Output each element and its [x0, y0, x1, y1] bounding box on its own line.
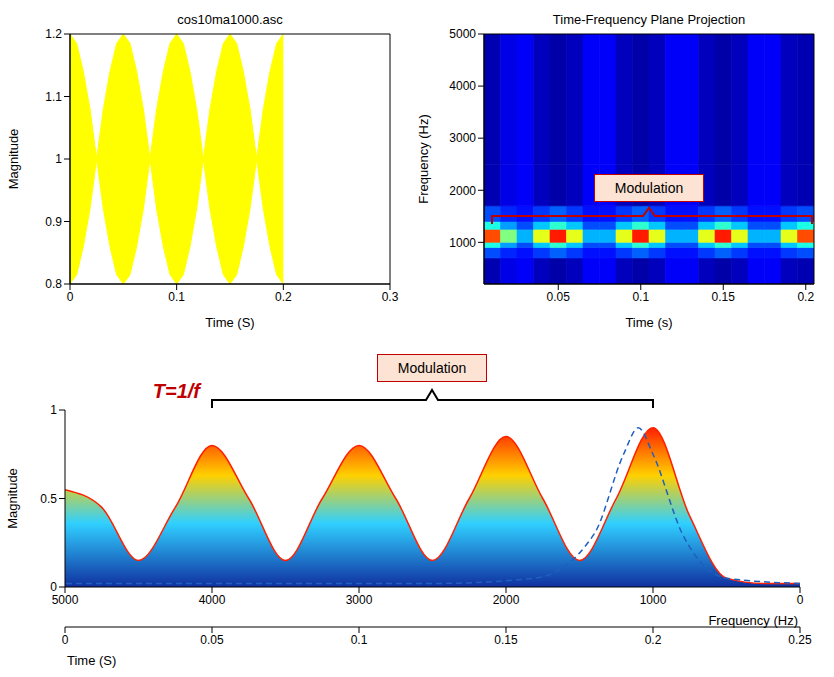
svg-text:T=1/f: T=1/f	[153, 380, 203, 402]
svg-text:3000: 3000	[449, 131, 476, 145]
svg-text:0.1: 0.1	[168, 290, 185, 304]
svg-text:0.2: 0.2	[645, 633, 662, 647]
svg-text:1: 1	[50, 403, 57, 417]
svg-text:Magnitude: Magnitude	[5, 468, 20, 529]
svg-text:0.15: 0.15	[712, 290, 736, 304]
svg-text:0.1: 0.1	[632, 290, 649, 304]
svg-text:1.1: 1.1	[45, 90, 62, 104]
html-text:Modulation: Modulation	[614, 180, 684, 196]
svg-text:0.15: 0.15	[494, 633, 518, 647]
svg-text:0.25: 0.25	[788, 633, 812, 647]
svg-text:Time (s): Time (s)	[625, 315, 672, 330]
svg-text:0.8: 0.8	[45, 277, 62, 291]
html-text:Time-Frequency Plane Projectio: Time-Frequency Plane Projection	[552, 12, 746, 27]
svg-text:0.1: 0.1	[351, 633, 368, 647]
svg-text:4000: 4000	[449, 79, 476, 93]
svg-text:0.2: 0.2	[275, 290, 292, 304]
svg-text:Frequency (Hz): Frequency (Hz)	[416, 114, 431, 204]
svg-text:0: 0	[797, 593, 804, 607]
svg-text:5000: 5000	[52, 593, 79, 607]
svg-text:1000: 1000	[449, 236, 476, 250]
html-text:Modulation: Modulation	[397, 360, 467, 376]
svg-text:Time (S): Time (S)	[67, 653, 116, 668]
svg-text:4000: 4000	[199, 593, 226, 607]
svg-text:5000: 5000	[449, 27, 476, 41]
svg-text:0: 0	[62, 633, 69, 647]
svg-text:2000: 2000	[449, 184, 476, 198]
svg-text:1.2: 1.2	[45, 27, 62, 41]
svg-text:2000: 2000	[493, 593, 520, 607]
svg-text:0.05: 0.05	[547, 290, 571, 304]
svg-text:0.9: 0.9	[45, 215, 62, 229]
svg-text:Magnitude: Magnitude	[6, 129, 21, 190]
svg-text:0.05: 0.05	[200, 633, 224, 647]
svg-text:0.5: 0.5	[40, 492, 57, 506]
svg-text:Frequency (Hz): Frequency (Hz)	[708, 613, 798, 628]
svg-text:0: 0	[67, 290, 74, 304]
svg-text:0.3: 0.3	[382, 290, 399, 304]
svg-text:0: 0	[50, 580, 57, 594]
svg-text:1: 1	[55, 152, 62, 166]
svg-text:0.2: 0.2	[797, 290, 814, 304]
svg-text:Time (S): Time (S)	[205, 315, 254, 330]
html-text:cos10ma1000.asc: cos10ma1000.asc	[177, 12, 283, 27]
svg-text:1000: 1000	[640, 593, 667, 607]
svg-text:3000: 3000	[346, 593, 373, 607]
